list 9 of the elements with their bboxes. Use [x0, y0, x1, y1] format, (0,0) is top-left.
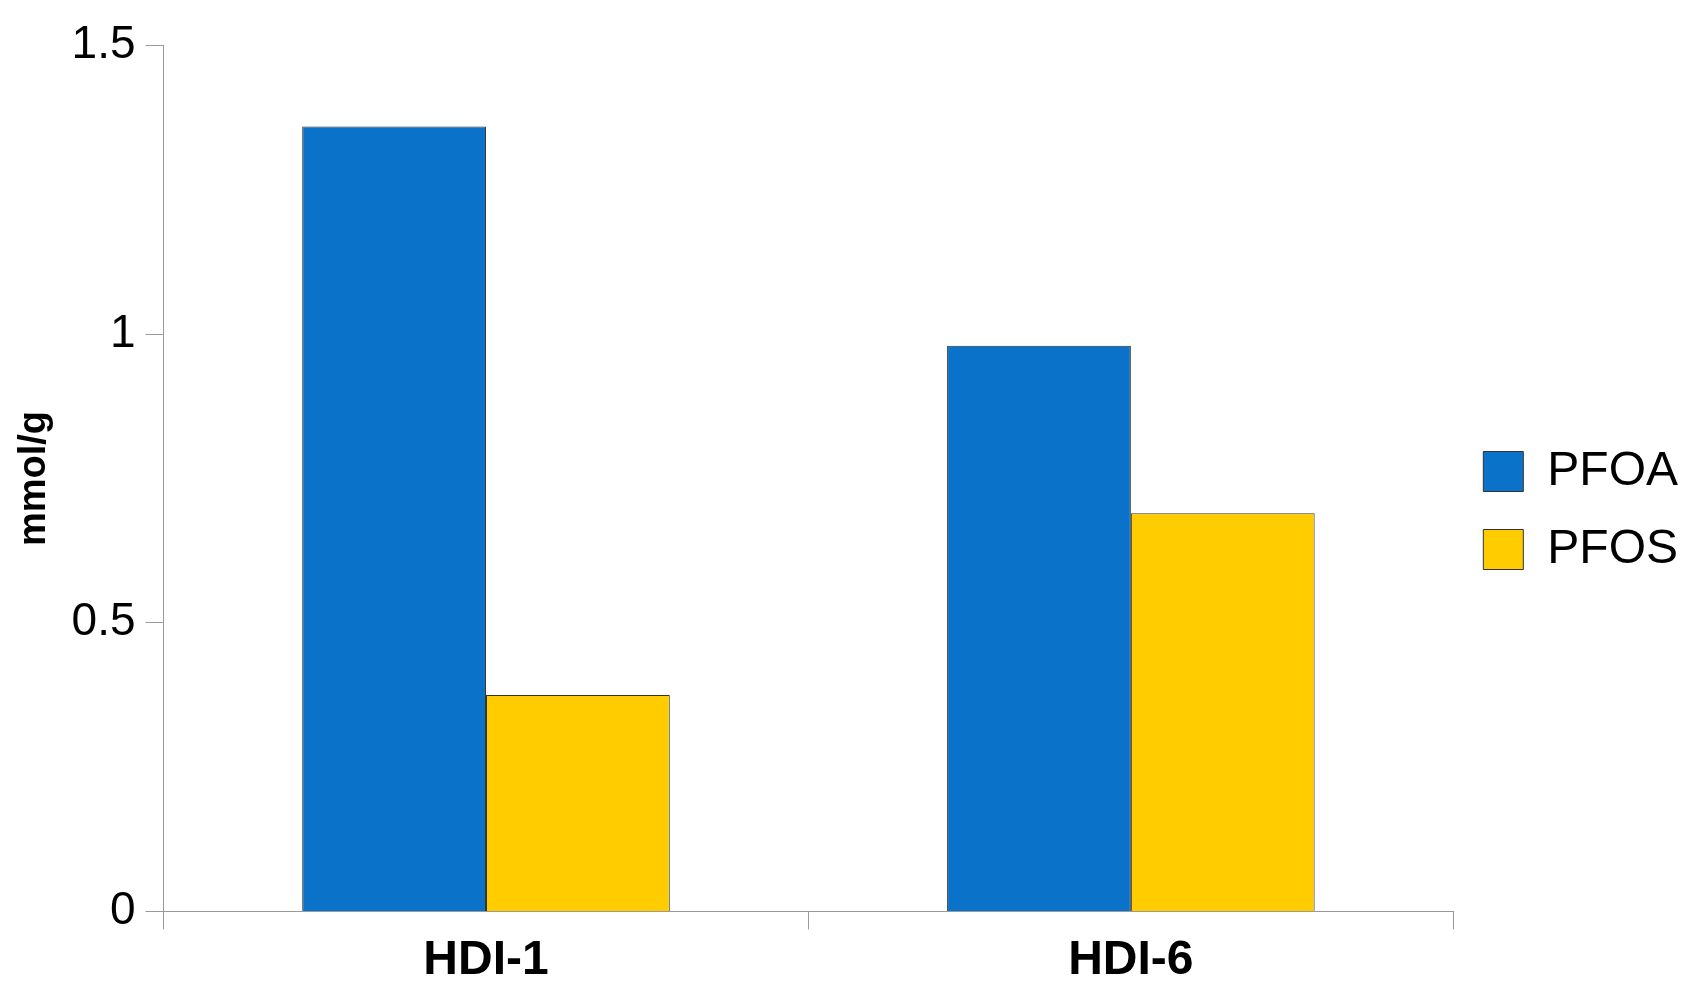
y-tick-label: 1.5 — [71, 16, 136, 69]
y-tick-label: 0.5 — [71, 593, 136, 646]
y-tick-label: 0 — [109, 882, 136, 935]
x-tick-label: HDI-6 — [1068, 931, 1194, 985]
legend-label: PFOA — [1547, 441, 1678, 495]
legend-label: PFOS — [1547, 519, 1678, 573]
y-axis-title: mmol/g — [11, 410, 54, 547]
x-tick-label: HDI-1 — [423, 931, 549, 985]
y-tick-label: 1 — [109, 304, 136, 357]
